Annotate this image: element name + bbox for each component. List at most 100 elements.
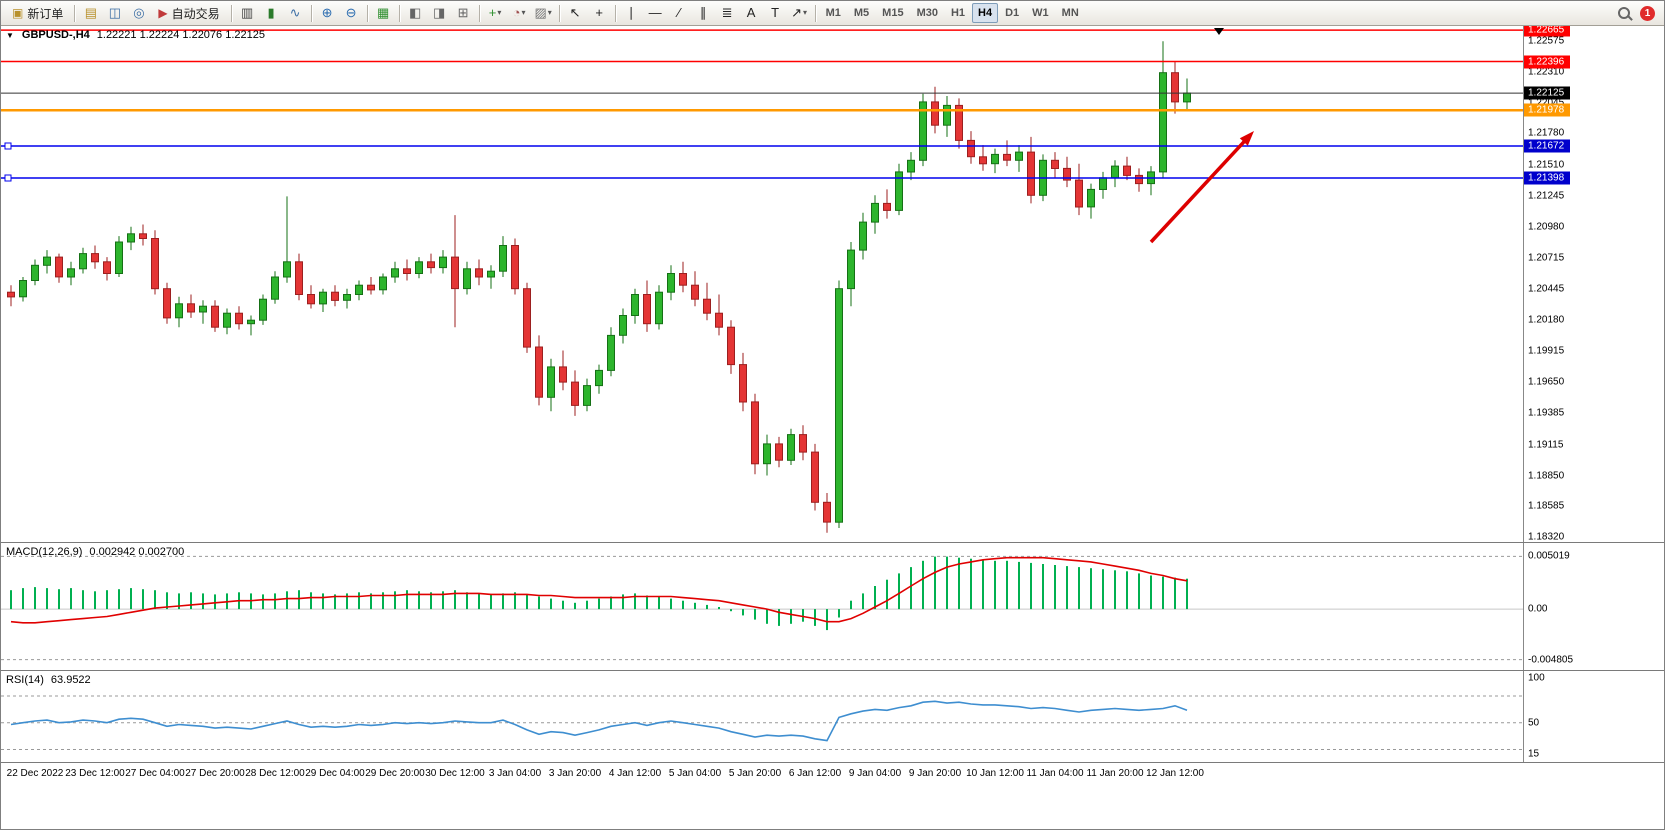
line-chart-mode-icon[interactable]: ∿ [289, 5, 301, 20]
candle-bear [1075, 179, 1083, 208]
candle-bear [931, 101, 939, 126]
templates-icon[interactable]: ▨ ▾ [532, 2, 555, 24]
tile-windows-icon[interactable]: ▦ [376, 5, 390, 20]
timeframe-mn-button[interactable]: MN [1061, 7, 1079, 19]
candle-bear [475, 268, 483, 278]
candle-bear [979, 156, 987, 165]
timeframe-h1-button[interactable]: H1 [950, 7, 966, 19]
candle-bull [631, 294, 639, 316]
text-tool-icon[interactable]: A [746, 5, 756, 20]
support-line-blue-2-handle[interactable] [4, 174, 12, 182]
toolbar-separator [230, 4, 232, 22]
candle-bull [919, 101, 927, 161]
arrows-tool-icon[interactable]: ↗ ▾ [788, 2, 811, 24]
chart-window-icon[interactable]: ◧ [408, 5, 422, 20]
chart-profiles-icon[interactable]: ▤ [84, 5, 97, 20]
candle-bull [1159, 72, 1167, 173]
timeframe-w1-button[interactable]: W1 [1032, 7, 1049, 19]
trend-arrow-line[interactable] [1149, 136, 1250, 244]
toolbar-separator [74, 4, 76, 22]
candle-bear [295, 261, 303, 296]
candle-bull [259, 298, 267, 321]
price-tick: 1.21510 [1528, 159, 1565, 171]
macd-panel: MACD(12,26,9) 0.002942 0.002700 0.005019… [1, 542, 1664, 670]
candlestick-chart[interactable] [1, 26, 1523, 542]
search-icon[interactable] [1618, 7, 1630, 19]
macd-axis: 0.005019 0.00 -0.004805 [1523, 543, 1664, 670]
candle-bull [1111, 165, 1119, 179]
candle-bear [1003, 153, 1011, 161]
candle-bull [379, 276, 387, 291]
candle-bear [7, 291, 15, 298]
zoom-out-icon[interactable]: ⊖ [345, 5, 357, 20]
price-tick: 1.21780 [1528, 127, 1565, 139]
time-tick: 29 Dec 04:00 [305, 768, 365, 779]
chart-shift-marker[interactable] [1214, 28, 1224, 35]
timeframe-m5-button[interactable]: M5 [853, 7, 870, 19]
timeframe-m15-button[interactable]: M15 [882, 7, 904, 19]
rsi-chart[interactable] [1, 671, 1523, 762]
zoom-in-icon[interactable]: ⊕ [321, 5, 333, 20]
time-tick: 10 Jan 12:00 [966, 768, 1024, 779]
macd-signal-line [10, 556, 1188, 624]
time-tick: 12 Jan 12:00 [1146, 768, 1204, 779]
candle-bear [1027, 151, 1035, 196]
trendline-icon[interactable]: ∕ [678, 5, 681, 20]
new-chart-icon[interactable]: ⊞ [457, 5, 469, 20]
candle-bear [727, 326, 735, 366]
channel-icon[interactable]: ∥ [699, 5, 707, 20]
support-line-blue-1-handle[interactable] [4, 142, 12, 150]
candle-bull [895, 171, 903, 211]
candle-bull [319, 291, 327, 305]
candle-bull [907, 159, 915, 173]
indicators-icon[interactable]: + ▾ [484, 2, 507, 24]
trend-arrow-head[interactable] [1239, 131, 1254, 146]
fibonacci-icon[interactable]: ≣ [721, 5, 733, 20]
ohlc-values: 1.22221 1.22224 1.22076 1.22125 [96, 29, 265, 41]
market-watch-icon[interactable]: ◫ [108, 5, 121, 20]
timeframe-h4-button[interactable]: H4 [972, 3, 999, 23]
candle-bull [199, 305, 207, 313]
toolbar-separator [558, 4, 560, 22]
price-tick: 1.20445 [1528, 283, 1565, 295]
crosshair-icon[interactable]: + [595, 5, 603, 20]
candle-bear [103, 261, 111, 275]
candle-bull [871, 202, 879, 223]
autotrading-button[interactable]: ▶ 自动交易 [151, 2, 226, 24]
candle-bull [31, 264, 39, 282]
horizontal-line-icon[interactable]: — [648, 5, 662, 20]
collapse-chart-icon[interactable]: ▼ [6, 30, 14, 40]
macd-chart[interactable] [1, 543, 1523, 670]
label-tool-icon[interactable]: T [771, 5, 780, 20]
candle-bear [823, 501, 831, 523]
data-window-icon[interactable]: ◎ [133, 5, 145, 20]
timeframe-m30-button[interactable]: M30 [916, 7, 938, 19]
periods-icon[interactable]: ◔ ▾ [508, 2, 531, 24]
timeframe-d1-button[interactable]: D1 [1005, 7, 1020, 19]
time-tick: 5 Jan 20:00 [728, 768, 782, 779]
price-tick: 1.19385 [1528, 407, 1565, 419]
support-line-blue-1-price-tag: 1.21672 [1524, 139, 1571, 153]
time-tick: 11 Jan 04:00 [1026, 768, 1084, 779]
candle-bear [451, 256, 459, 290]
candle-bull [391, 268, 399, 278]
time-axis[interactable]: 22 Dec 2022 23 Dec 12:00 27 Dec 04:00 27 De… [1, 762, 1664, 829]
time-tick: 3 Jan 04:00 [488, 768, 542, 779]
time-tick: 4 Jan 12:00 [608, 768, 662, 779]
notification-badge[interactable]: 1 [1640, 5, 1655, 21]
bar-chart-mode-icon[interactable]: ▥ [240, 5, 254, 20]
candle-bear [703, 298, 711, 314]
macd-axis-tick: 0.005019 [1528, 550, 1570, 562]
candle-bear [883, 202, 891, 211]
candle-bull [619, 315, 627, 336]
vertical-line-icon[interactable]: ∣ [627, 5, 635, 20]
candlestick-mode-icon[interactable]: ▮ [267, 5, 275, 20]
time-tick: 5 Jan 04:00 [668, 768, 722, 779]
timeframe-m1-button[interactable]: M1 [825, 7, 841, 19]
new-order-button[interactable]: ▣ 新订单 [5, 2, 70, 24]
candle-bull [787, 434, 795, 461]
cursor-icon[interactable]: ↖ [569, 5, 581, 20]
chart-shift-icon[interactable]: ◨ [432, 5, 446, 20]
candle-bear [739, 364, 747, 403]
candle-bull [583, 385, 591, 406]
